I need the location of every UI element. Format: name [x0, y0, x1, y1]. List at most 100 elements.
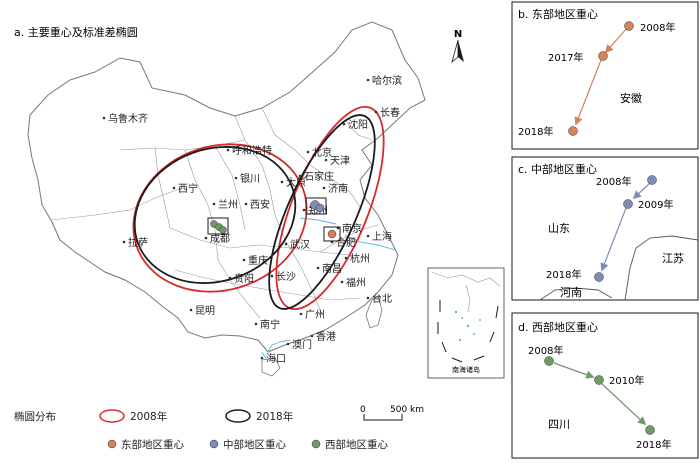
city-label-lanzhou: 兰州 — [218, 198, 238, 211]
panel-b-point-2008 — [624, 21, 634, 31]
city-dot-shijiazhuang — [298, 174, 302, 178]
panel-d-label-2010: 2010年 — [609, 374, 644, 387]
city-dot-beijing — [306, 150, 310, 154]
province-borders — [51, 107, 379, 319]
taiwan-island — [365, 295, 383, 329]
ellipses-2018 — [133, 114, 376, 310]
city-dot-changsha — [270, 274, 274, 278]
city-dot-zhengzhou — [302, 208, 306, 212]
panel-c-point-2018 — [594, 272, 604, 282]
city-dot-jinan — [322, 186, 326, 190]
legend-east-swatch — [107, 439, 117, 449]
panel-b-arrow-2 — [574, 59, 602, 126]
city-dot-hongkong — [310, 334, 314, 338]
city-label-hangzhou: 杭州 — [350, 252, 370, 265]
ellipse-2018-east — [268, 114, 376, 310]
scale-label: 500 km — [390, 405, 424, 415]
legend-west: 西部地区重心 — [325, 438, 388, 451]
legend-central-swatch — [209, 439, 219, 449]
city-label-kunming: 昆明 — [195, 305, 215, 317]
city-label-tianjin: 天津 — [330, 155, 350, 167]
gravity-box-east — [323, 226, 341, 242]
city-dot-macau — [286, 342, 290, 346]
city-label-shijiazhuang: 石家庄 — [304, 170, 334, 183]
city-dot-haikou — [260, 356, 264, 360]
city-label-wuhan: 武汉 — [290, 238, 310, 251]
legend-central: 中部地区重心 — [223, 438, 286, 451]
panel-c-boundary-south — [539, 287, 613, 301]
city-label-shenyang: 沈阳 — [348, 118, 368, 131]
city-label-changchun: 长春 — [380, 107, 400, 119]
gravity-box-central — [305, 197, 327, 215]
panel-c-arrow-1 — [632, 182, 651, 200]
panel-d: d. 西部地区重心 四川 2008年 2010年 2018年 — [511, 312, 699, 459]
panel-c-arrow-2 — [600, 207, 627, 272]
city-label-changsha: 长沙 — [276, 271, 296, 283]
city-dot-lhasa — [122, 240, 126, 244]
city-label-chengdu: 成都 — [210, 233, 230, 245]
panel-d-label-2018: 2018年 — [636, 438, 671, 451]
city-dot-chengdu — [204, 236, 208, 240]
city-dot-fuzhou — [340, 280, 344, 284]
city-label-hefei: 合肥 — [336, 236, 356, 249]
panel-d-point-2008 — [544, 356, 554, 366]
panel-b-point-2017 — [598, 51, 608, 61]
city-label-harbin: 哈尔滨 — [372, 74, 402, 87]
panel-b-arrow-1 — [604, 27, 628, 54]
scale-zero: 0 — [360, 405, 366, 415]
city-label-haikou: 海口 — [266, 352, 286, 365]
city-dot-hohhot — [226, 148, 230, 152]
ellipse-2018-west — [133, 146, 297, 284]
legend: 椭圆分布 2008年 2018年 东部地区重心 中部地区重心 西部地区重心 — [14, 409, 388, 451]
city-label-urumqi: 乌鲁木齐 — [108, 112, 148, 125]
legend-ellipse-title: 椭圆分布 — [14, 410, 56, 423]
main-map-panel: a. 主要重心及标准差椭圆 — [14, 21, 505, 451]
legend-ellipse-2018: 2018年 — [256, 410, 293, 423]
city-dot-wuhan — [284, 242, 288, 246]
city-dot-harbin — [366, 78, 370, 82]
legend-ellipse-2018-swatch — [225, 409, 251, 423]
gravity-box-west — [207, 217, 229, 235]
scale-bar: 0 500 km — [360, 405, 424, 421]
legend-west-swatch — [311, 439, 321, 449]
panel-d-arrow-1 — [553, 362, 595, 379]
city-labels: 乌鲁木齐哈尔滨长春沈阳呼和浩特北京天津石家庄太原济南郑州西宁银川兰州西安合肥南京… — [102, 74, 402, 365]
panel-b-title: b. 东部地区重心 — [518, 7, 598, 21]
city-dot-xian — [244, 202, 248, 206]
city-dot-taipei — [366, 296, 370, 300]
city-label-lhasa: 拉萨 — [128, 236, 148, 249]
panel-c-title: c. 中部地区重心 — [518, 162, 597, 176]
city-dot-nanning — [254, 322, 258, 326]
panel-c-region-shandong: 山东 — [548, 222, 570, 235]
city-dot-guangzhou — [299, 312, 303, 316]
city-dot-shenyang — [342, 122, 346, 126]
panel-b-region: 安徽 — [620, 91, 642, 105]
city-label-hohhot: 呼和浩特 — [232, 145, 272, 157]
panel-d-title: d. 西部地区重心 — [518, 320, 598, 334]
panel-b: b. 东部地区重心 安徽 2008年 2017年 2018年 — [511, 1, 699, 150]
city-dot-changchun — [374, 110, 378, 114]
city-dot-yinchuan — [234, 176, 238, 180]
panel-d-region: 四川 — [548, 418, 570, 431]
city-label-beijing: 北京 — [312, 146, 332, 159]
city-label-taiyuan: 太原 — [286, 176, 306, 189]
inset-label: 南海诸岛 — [452, 365, 480, 374]
city-dot-kunming — [189, 308, 193, 312]
city-dot-nanchang — [316, 266, 320, 270]
city-dot-shanghai — [366, 234, 370, 238]
city-label-taipei: 台北 — [372, 292, 392, 305]
city-dot-taiyuan — [280, 180, 284, 184]
city-dot-hangzhou — [344, 256, 348, 260]
legend-ellipse-2008-swatch — [99, 409, 125, 423]
panel-b-label-2018: 2018年 — [518, 125, 553, 138]
city-dot-urumqi — [102, 116, 106, 120]
main-map-title: a. 主要重心及标准差椭圆 — [14, 25, 138, 39]
hainan-island — [261, 357, 281, 377]
panel-d-arrow-2 — [601, 383, 647, 426]
city-label-yinchuan: 银川 — [240, 172, 260, 185]
north-arrow-icon: N — [451, 29, 464, 64]
north-label: N — [454, 29, 462, 40]
panel-b-label-2008: 2008年 — [640, 21, 675, 34]
panel-b-label-2017: 2017年 — [548, 51, 583, 64]
